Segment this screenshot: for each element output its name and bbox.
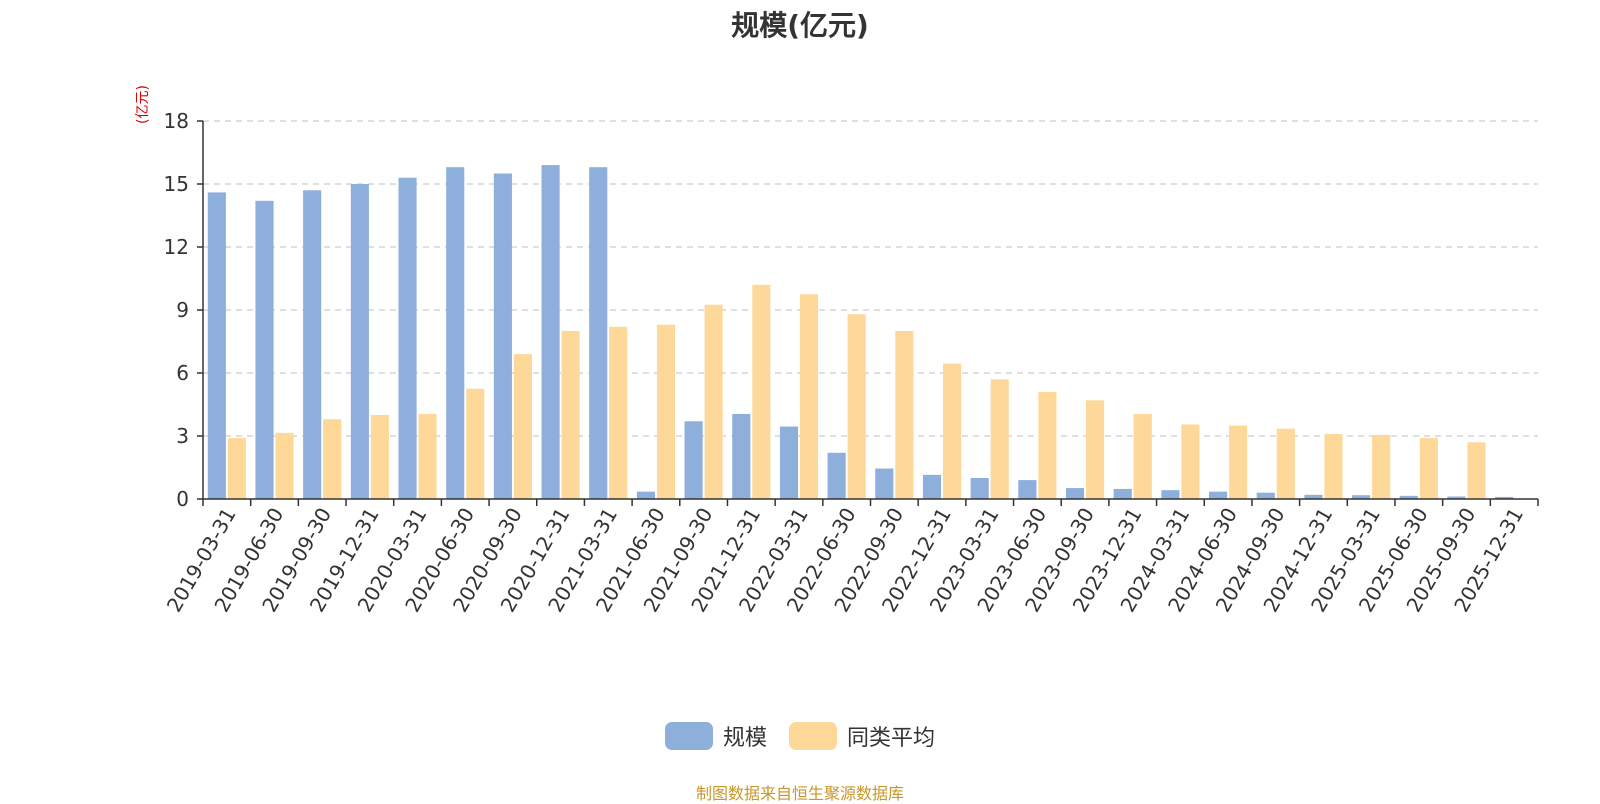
bar-peer-average-2019-09-30[interactable] (323, 419, 342, 499)
bar-peer-average-2024-12-31[interactable] (1324, 433, 1343, 499)
legend-label-scale: 规模 (722, 726, 767, 751)
y-axis-unit-label: (亿元) (135, 85, 151, 124)
bar-scale-2023-09-30[interactable] (1065, 488, 1085, 499)
bar-scale-2021-09-30[interactable] (684, 421, 703, 499)
bar-scale-2022-12-31[interactable] (922, 474, 942, 499)
y-tick-label: 15 (164, 172, 189, 196)
bar-peer-average-2020-03-31[interactable] (418, 413, 437, 499)
bar-peer-average-2019-12-31[interactable] (370, 415, 389, 499)
bar-peer-average-2022-06-30[interactable] (847, 314, 866, 499)
bar-peer-average-2021-09-30[interactable] (704, 304, 723, 499)
bar-scale-2022-09-30[interactable] (875, 468, 894, 499)
y-tick-label: 12 (164, 235, 189, 259)
bar-scale-2020-03-31[interactable] (398, 177, 417, 499)
bar-scale-2023-03-31[interactable] (970, 478, 989, 499)
bar-scale-2022-06-30[interactable] (827, 452, 846, 499)
bar-peer-average-2023-12-31[interactable] (1133, 413, 1152, 499)
bar-scale-2025-09-30[interactable] (1447, 496, 1466, 499)
bar-peer-average-2020-06-30[interactable] (466, 388, 485, 499)
bar-scale-2021-06-30[interactable] (636, 491, 655, 499)
bar-peer-average-2023-09-30[interactable] (1086, 400, 1105, 499)
bar-peer-average-2021-12-31[interactable] (752, 284, 771, 499)
bar-peer-average-2022-12-31[interactable] (942, 363, 962, 499)
bar-scale-2023-12-31[interactable] (1113, 488, 1132, 499)
y-tick-label: 9 (176, 298, 189, 322)
bar-scale-2025-06-30[interactable] (1399, 495, 1418, 499)
legend-label-peer-average: 同类平均 (847, 726, 936, 751)
bar-peer-average-2019-06-30[interactable] (275, 432, 294, 499)
bar-scale-2019-12-31[interactable] (350, 184, 369, 499)
bar-scale-2021-12-31[interactable] (732, 413, 751, 499)
source-note: 制图数据来自恒生聚源数据库 (695, 784, 904, 803)
bar-scale-2021-03-31[interactable] (589, 167, 608, 499)
bar-peer-average-2025-03-31[interactable] (1372, 434, 1391, 499)
bar-peer-average-2025-09-30[interactable] (1467, 442, 1486, 499)
bar-scale-2025-03-31[interactable] (1352, 495, 1371, 499)
chart-title: 规模(亿元) (731, 9, 869, 42)
bar-peer-average-2023-03-31[interactable] (990, 379, 1009, 499)
bar-scale-2024-03-31[interactable] (1161, 490, 1180, 499)
bar-scale-2024-09-30[interactable] (1256, 492, 1275, 499)
bars (207, 165, 1514, 500)
bar-scale-2020-09-30[interactable] (493, 173, 512, 500)
bar-scale-2020-06-30[interactable] (446, 167, 465, 499)
bar-scale-2019-09-30[interactable] (303, 190, 322, 500)
bar-scale-2024-12-31[interactable] (1304, 494, 1323, 499)
bar-peer-average-2024-03-31[interactable] (1181, 424, 1200, 499)
bar-scale-2024-06-30[interactable] (1209, 491, 1228, 499)
bar-scale-2023-06-30[interactable] (1018, 480, 1037, 499)
bar-peer-average-2023-06-30[interactable] (1038, 391, 1057, 499)
bar-scale-2022-03-31[interactable] (779, 426, 799, 499)
bar-peer-average-2020-09-30[interactable] (513, 354, 532, 499)
bar-peer-average-2019-03-31[interactable] (227, 438, 246, 499)
gridlines (203, 120, 1538, 437)
bar-peer-average-2024-09-30[interactable] (1276, 428, 1295, 499)
bar-scale-2025-12-31[interactable] (1495, 496, 1514, 499)
bar-peer-average-2022-03-31[interactable] (799, 294, 819, 499)
bar-peer-average-2022-09-30[interactable] (895, 331, 914, 499)
legend-item-scale[interactable]: 规模 (664, 720, 767, 752)
legend-swatch-peer-average (789, 722, 837, 750)
bar-scale-2019-03-31[interactable] (207, 192, 226, 499)
legend-swatch-scale (664, 722, 713, 750)
y-tick-label: 6 (176, 361, 189, 385)
legend: 规模 同类平均 (0, 720, 1600, 752)
bar-scale-2019-06-30[interactable] (255, 200, 274, 500)
legend-item-peer-average[interactable]: 同类平均 (789, 720, 935, 752)
y-tick-label: 18 (164, 109, 189, 133)
y-tick-label: 0 (176, 487, 189, 511)
y-tick-label: 3 (176, 424, 189, 448)
bar-peer-average-2021-03-31[interactable] (609, 326, 628, 499)
bar-peer-average-2024-06-30[interactable] (1229, 425, 1248, 500)
bar-peer-average-2021-06-30[interactable] (656, 324, 676, 499)
bar-scale-2020-12-31[interactable] (541, 165, 560, 499)
bar-peer-average-2025-06-30[interactable] (1419, 438, 1438, 499)
bar-peer-average-2020-12-31[interactable] (561, 331, 580, 499)
